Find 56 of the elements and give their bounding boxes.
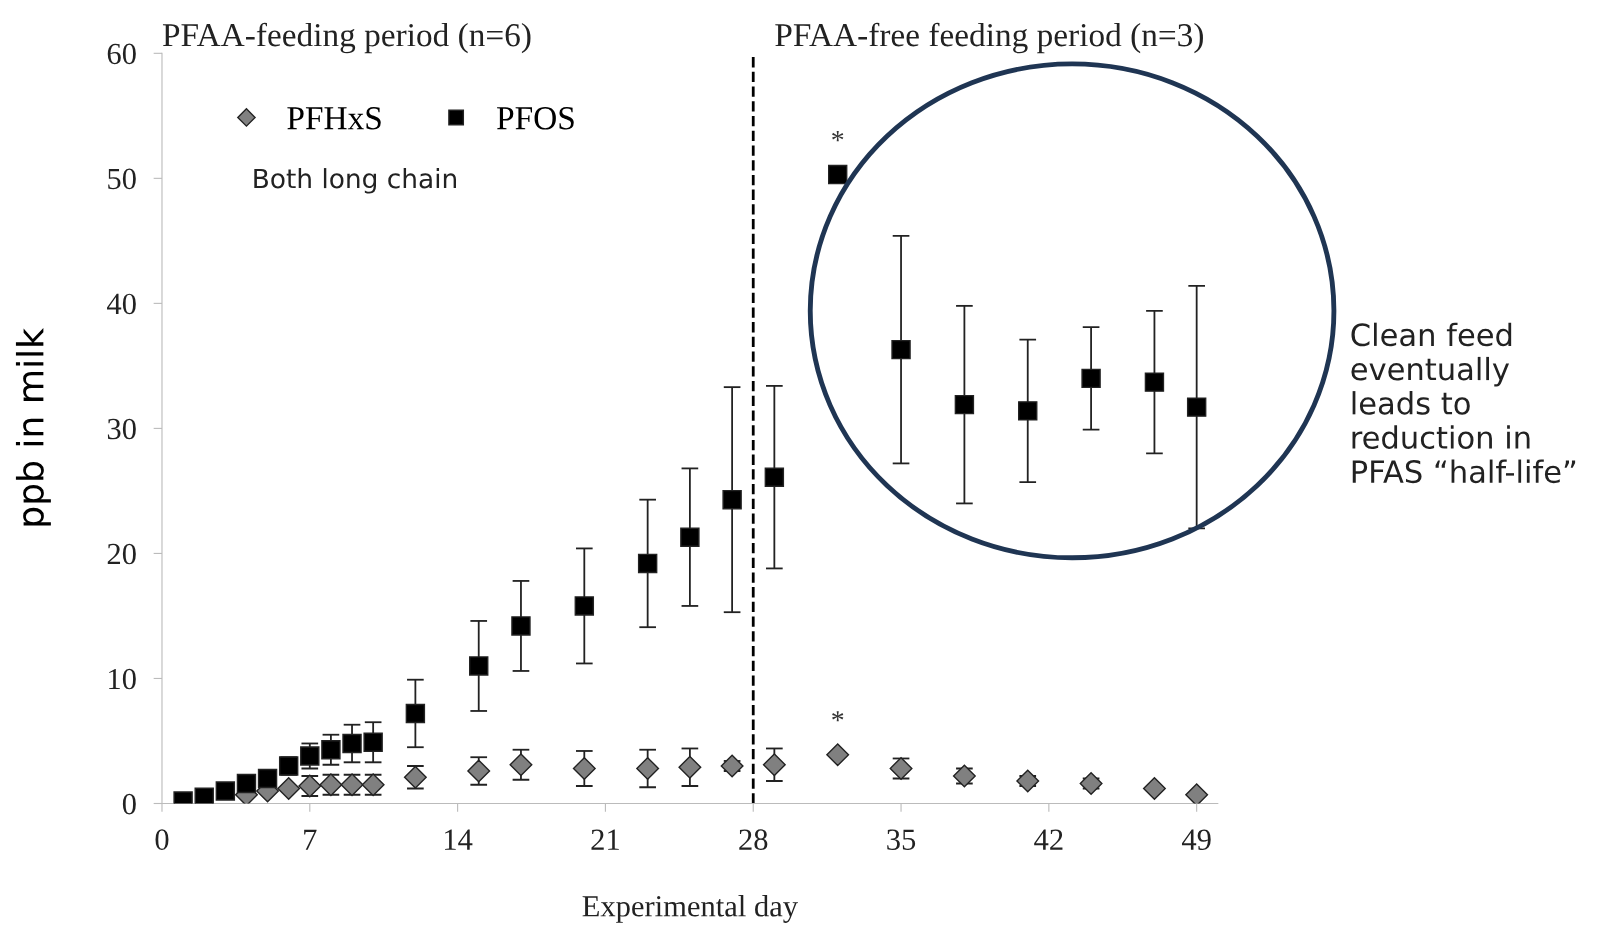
point: [509, 753, 533, 777]
point: [637, 553, 658, 574]
point: [827, 164, 848, 185]
point: [891, 339, 911, 360]
point: [764, 467, 785, 487]
point: [277, 776, 301, 800]
point: [1142, 776, 1166, 800]
point: [236, 773, 257, 794]
point: [954, 394, 975, 415]
annotation: Both long chain: [254, 168, 456, 194]
point: [469, 656, 489, 676]
x-tick-label: 7: [304, 829, 317, 850]
point: [1144, 372, 1165, 392]
point: [826, 743, 850, 767]
point: [574, 596, 595, 616]
y-tick-label: 50: [108, 168, 136, 190]
point: [722, 489, 742, 510]
point: [762, 753, 786, 777]
point: [363, 732, 383, 752]
annotation: *: [832, 131, 844, 142]
x-tick-label: 49: [1181, 829, 1211, 850]
text: PFAA-feeding period (n=6): [162, 22, 531, 54]
point: [1186, 397, 1207, 417]
point: [678, 755, 702, 779]
point: [511, 616, 531, 636]
x-tick-label: 28: [739, 829, 768, 850]
point: [572, 756, 596, 780]
point: [321, 740, 341, 760]
point: [194, 787, 214, 804]
x-tick-label: 35: [887, 829, 916, 850]
legend-label: PFOS: [497, 107, 574, 130]
y-tick-label: 0: [122, 793, 136, 815]
point: [342, 733, 362, 754]
x-tick-label: 21: [591, 829, 619, 850]
point: [1018, 401, 1038, 421]
y-tick-label: 30: [107, 418, 136, 440]
x-tick-label: 42: [1034, 829, 1063, 850]
point: [405, 703, 426, 724]
y-tick-label: 10: [109, 668, 136, 690]
y-tick-label: 60: [107, 43, 136, 65]
point: [257, 768, 278, 789]
annotation: *: [832, 711, 844, 722]
point: [636, 756, 660, 780]
y-tick-label: 40: [107, 293, 136, 315]
y-tick-label: 20: [107, 543, 136, 565]
text: Clean feed eventually leads to reduction in PFAS “half-life”: [1351, 322, 1576, 484]
x-tick-label: 0: [155, 829, 169, 850]
point: [680, 527, 700, 547]
point: [1081, 368, 1101, 389]
legend-label: PFHxS: [287, 107, 381, 130]
text: PFAA-free feeding period (n=3): [775, 22, 1203, 54]
point: [1185, 783, 1209, 804]
point: [215, 781, 236, 801]
y-axis-title: ppb in milk: [15, 328, 51, 526]
x-axis-title: Experimental day: [582, 895, 798, 923]
x-tick-label: 14: [445, 829, 473, 850]
